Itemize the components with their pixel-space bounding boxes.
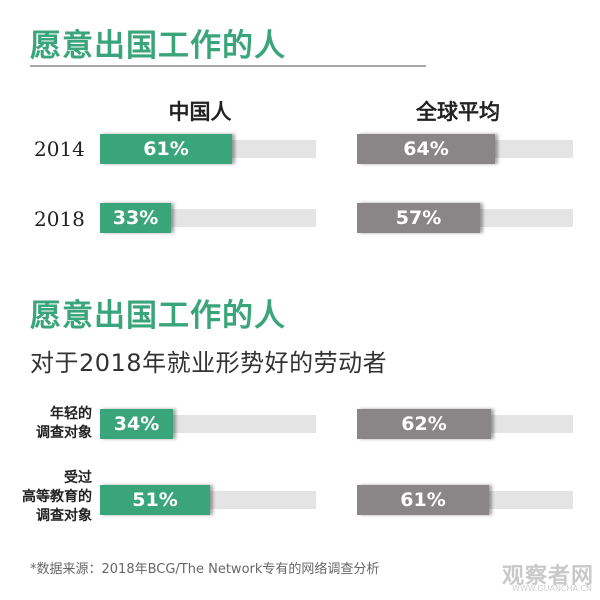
chart1-bar-label-china-1: 33% bbox=[112, 207, 159, 229]
chart2-bar-china-1: 51% bbox=[100, 485, 210, 515]
watermark-logo: 观察者网 bbox=[501, 564, 594, 589]
chart2-bar-label-global-0: 62% bbox=[401, 413, 447, 435]
source-footnote: *数据来源：2018年BCG/The Network专有的网络调查分析 bbox=[30, 562, 380, 577]
chart-2-subtitle: 对于2018年就业形势好的劳动者 bbox=[30, 349, 388, 377]
chart2-bar-label-china-1: 51% bbox=[132, 489, 178, 511]
chart1-bar-china-1: 33% bbox=[100, 203, 171, 233]
chart-1-title: 愿意出国工作的人 bbox=[30, 28, 286, 64]
row-label-educated-text: 受过 高等教育的 调查对象 bbox=[22, 470, 92, 524]
chart1-bar-china-0: 61% bbox=[100, 134, 232, 164]
row-label-young-text: 年轻的 调查对象 bbox=[36, 406, 92, 441]
title-divider bbox=[30, 65, 426, 67]
chart1-bar-global-1: 57% bbox=[357, 203, 480, 233]
chart2-bar-label-china-0: 34% bbox=[113, 413, 160, 435]
watermark-url: WWW.GUANCHA.CN bbox=[512, 584, 592, 593]
chart2-bar-global-1: 61% bbox=[357, 485, 489, 515]
chart1-bar-label-global-0: 64% bbox=[403, 138, 449, 160]
row-label-young: 年轻的 调查对象 bbox=[10, 405, 92, 443]
column-header-global: 全球平均 bbox=[416, 100, 500, 124]
row-label-educated: 受过 高等教育的 调查对象 bbox=[10, 469, 92, 526]
chart2-bar-global-0: 62% bbox=[357, 409, 491, 439]
chart-2-title: 愿意出国工作的人 bbox=[30, 298, 286, 334]
chart1-bar-label-china-0: 61% bbox=[143, 138, 189, 160]
chart2-bar-china-0: 34% bbox=[100, 409, 173, 439]
chart1-bar-label-global-1: 57% bbox=[395, 207, 442, 229]
chart1-bar-global-0: 64% bbox=[357, 134, 495, 164]
year-label-2014: 2014 bbox=[34, 137, 85, 161]
column-header-china: 中国人 bbox=[168, 100, 232, 124]
chart2-bar-label-global-1: 61% bbox=[400, 489, 446, 511]
year-label-2018: 2018 bbox=[34, 207, 85, 231]
